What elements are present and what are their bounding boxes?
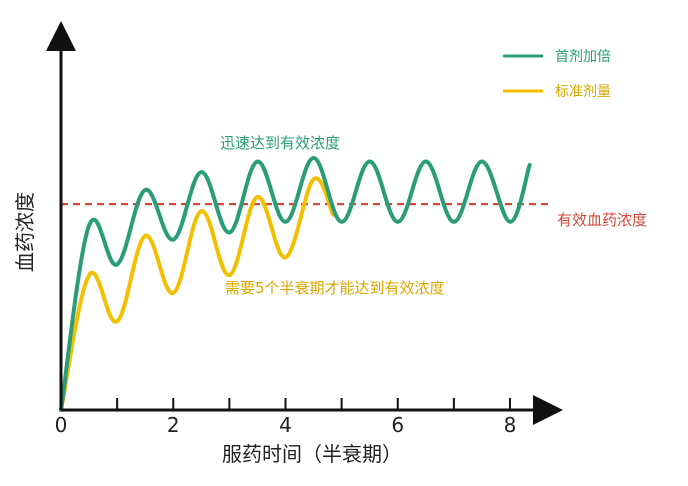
plot-area [59, 156, 553, 412]
x-tick-label: 6 [391, 413, 404, 437]
annotation-slow: 需要5个半衰期才能达到有效浓度 [225, 279, 445, 297]
series-line-standard-dose [59, 176, 336, 412]
x-axis-ticks: 0 2 4 6 8 [55, 398, 517, 437]
x-tick-label: 0 [55, 413, 68, 437]
y-axis-title: 血药浓度 [13, 192, 37, 272]
legend: 首剂加倍 标准剂量 [503, 49, 611, 100]
series-line-loading-dose [59, 156, 532, 412]
x-axis-title: 服药时间（半衰期） [222, 442, 402, 466]
annotation-fast: 迅速达到有效浓度 [220, 134, 340, 152]
x-tick-label: 2 [167, 413, 180, 437]
reference-line-label: 有效血药浓度 [557, 211, 647, 229]
x-tick-label: 4 [279, 413, 292, 437]
x-tick-label: 8 [504, 413, 517, 437]
legend-label-loading-dose: 首剂加倍 [555, 49, 611, 65]
legend-label-standard-dose: 标准剂量 [555, 84, 611, 100]
